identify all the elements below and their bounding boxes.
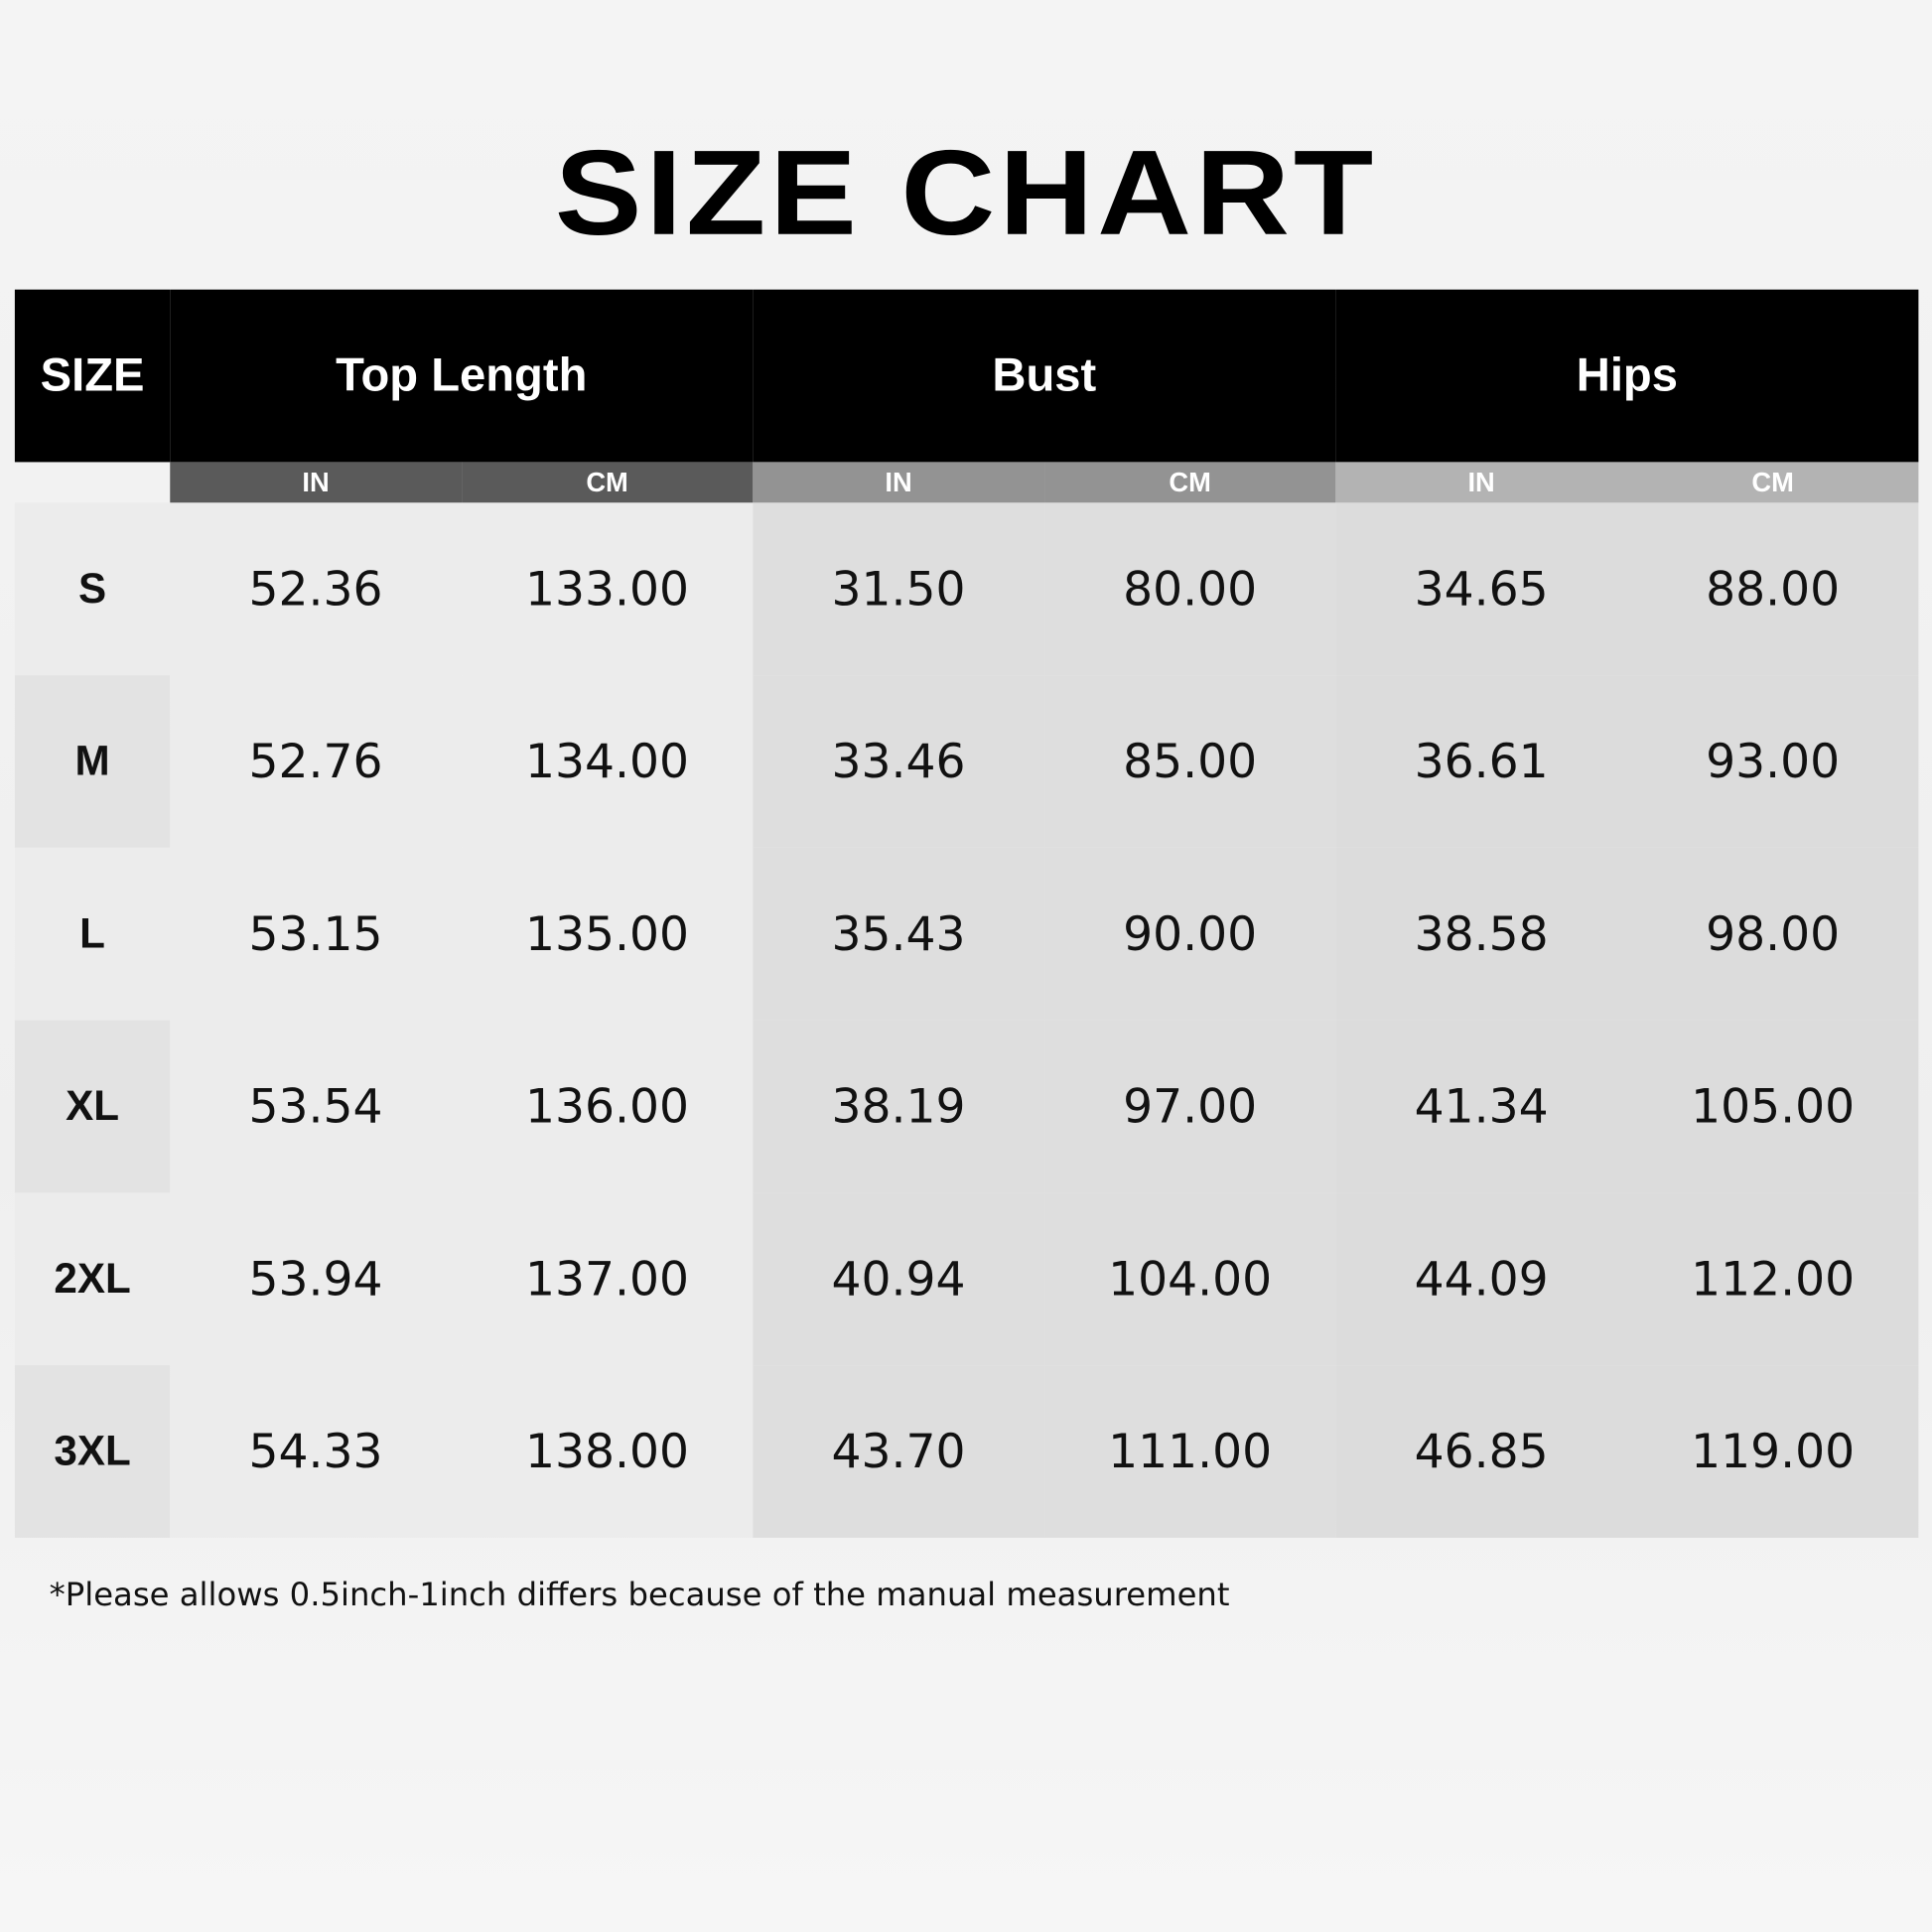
header-top-length: Top Length [170,289,754,463]
measurement-note: *Please allows 0.5inch-1inch differs bec… [49,1577,1230,1614]
cell-h-cm: 98.00 [1626,847,1919,1021]
size-label: 3XL [14,1365,171,1538]
table-row: 3XL 54.33 138.00 43.70 111.00 46.85 119.00 [14,1365,1919,1538]
cell-h-cm: 93.00 [1626,675,1919,848]
subheader-cm: CM [461,462,754,503]
size-label: M [14,675,171,848]
size-label: 2XL [14,1192,171,1366]
cell-h-in: 34.65 [1335,502,1627,676]
table-row: 2XL 53.94 137.00 40.94 104.00 44.09 112.00 [14,1192,1919,1366]
cell-h-cm: 105.00 [1626,1020,1919,1193]
cell-b-in: 33.46 [753,675,1044,848]
cell-b-in: 43.70 [753,1365,1044,1538]
table-row: S 52.36 133.00 31.50 80.00 34.65 88.00 [14,502,1919,676]
cell-h-cm: 88.00 [1626,502,1919,676]
cell-tl-in: 54.33 [170,1365,462,1538]
size-label: S [14,502,171,676]
cell-b-cm: 97.00 [1043,1020,1336,1193]
cell-tl-in: 52.76 [170,675,462,848]
subheader-blank [15,462,170,502]
size-label: XL [14,1020,171,1193]
cell-h-in: 38.58 [1335,847,1627,1021]
cell-b-cm: 85.00 [1043,675,1336,848]
cell-b-in: 31.50 [753,502,1044,676]
cell-h-cm: 112.00 [1626,1192,1919,1366]
cell-b-in: 38.19 [753,1020,1044,1193]
cell-h-in: 46.85 [1335,1365,1627,1538]
cell-tl-in: 52.36 [170,502,462,676]
cell-b-in: 40.94 [753,1192,1044,1366]
subheader-in: IN [753,462,1044,503]
cell-tl-in: 53.15 [170,847,462,1021]
subheader-in: IN [170,462,462,503]
cell-b-cm: 104.00 [1043,1192,1336,1366]
subheader-in: IN [1335,462,1627,503]
cell-b-in: 35.43 [753,847,1044,1021]
cell-tl-cm: 138.00 [461,1365,754,1538]
cell-tl-in: 53.54 [170,1020,462,1193]
cell-h-in: 36.61 [1335,675,1627,848]
subheader-cm: CM [1626,462,1919,503]
table-row: L 53.15 135.00 35.43 90.00 38.58 98.00 [14,847,1919,1021]
header-size: SIZE [14,289,171,463]
size-label: L [14,847,171,1021]
table-row: XL 53.54 136.00 38.19 97.00 41.34 105.00 [14,1020,1919,1193]
cell-b-cm: 80.00 [1043,502,1336,676]
size-table: SIZE Top Length Bust Hips IN CM IN CM IN… [14,289,1919,1538]
cell-tl-cm: 136.00 [461,1020,754,1193]
cell-h-in: 44.09 [1335,1192,1627,1366]
cell-h-cm: 119.00 [1626,1365,1919,1538]
cell-tl-cm: 134.00 [461,675,754,848]
subheader-cm: CM [1043,462,1336,503]
table-row: M 52.76 134.00 33.46 85.00 36.61 93.00 [14,675,1919,848]
cell-b-cm: 111.00 [1043,1365,1336,1538]
cell-tl-cm: 133.00 [461,502,754,676]
cell-tl-in: 53.94 [170,1192,462,1366]
header-bust: Bust [753,289,1336,463]
cell-tl-cm: 135.00 [461,847,754,1021]
cell-h-in: 41.34 [1335,1020,1627,1193]
cell-b-cm: 90.00 [1043,847,1336,1021]
header-hips: Hips [1335,289,1919,463]
page-title: SIZE CHART [554,124,1378,260]
cell-tl-cm: 137.00 [461,1192,754,1366]
